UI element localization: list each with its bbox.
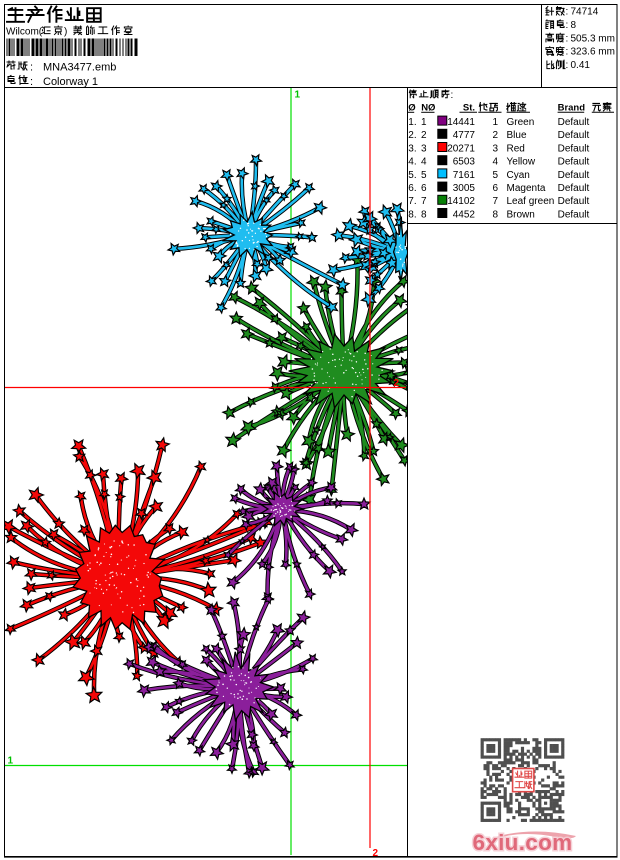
- svg-text:1: 1: [492, 117, 498, 128]
- svg-text:4: 4: [492, 157, 498, 168]
- svg-text:2.: 2.: [408, 130, 416, 141]
- svg-text:Magenta: Magenta: [507, 183, 546, 194]
- svg-text:1: 1: [295, 90, 301, 101]
- svg-text:7: 7: [421, 196, 427, 207]
- svg-text::: :: [566, 33, 569, 44]
- svg-text:5: 5: [492, 170, 498, 181]
- svg-text:Ø: Ø: [408, 103, 415, 114]
- svg-text:Default: Default: [558, 196, 590, 207]
- svg-text:Brown: Brown: [507, 209, 535, 220]
- svg-text:Blue: Blue: [507, 130, 527, 141]
- svg-text:20271: 20271: [447, 143, 475, 154]
- svg-text:Green: Green: [507, 117, 535, 128]
- svg-text:6xiu.com: 6xiu.com: [473, 830, 573, 855]
- svg-text:Default: Default: [558, 209, 590, 220]
- svg-text:Default: Default: [558, 157, 590, 168]
- svg-text:4: 4: [421, 157, 427, 168]
- svg-text:14441: 14441: [447, 117, 475, 128]
- svg-text:8: 8: [421, 209, 427, 220]
- svg-text:Leaf green: Leaf green: [507, 196, 555, 207]
- svg-text:3.: 3.: [408, 143, 416, 154]
- svg-text::: :: [566, 47, 569, 58]
- svg-text:8: 8: [571, 20, 577, 31]
- svg-text:Default: Default: [558, 143, 590, 154]
- svg-text:NØ: NØ: [421, 103, 435, 114]
- svg-text:505.3 mm: 505.3 mm: [571, 33, 615, 44]
- svg-text:8.: 8.: [408, 209, 416, 220]
- svg-text:1: 1: [8, 756, 14, 767]
- svg-text:323.6 mm: 323.6 mm: [571, 47, 615, 58]
- svg-text:2: 2: [394, 378, 400, 389]
- svg-text:St.: St.: [463, 103, 475, 114]
- svg-text:MNA3477.emb: MNA3477.emb: [43, 62, 116, 74]
- svg-text:2: 2: [492, 130, 498, 141]
- svg-text:1: 1: [421, 117, 427, 128]
- svg-text:6.: 6.: [408, 183, 416, 194]
- svg-text:2: 2: [373, 848, 379, 859]
- svg-text:6: 6: [492, 183, 498, 194]
- svg-text::: :: [566, 7, 569, 18]
- svg-text:0.41: 0.41: [571, 60, 591, 71]
- svg-text:6: 6: [421, 183, 427, 194]
- svg-text:3005: 3005: [453, 183, 476, 194]
- svg-text:Cyan: Cyan: [507, 170, 530, 181]
- svg-text:74714: 74714: [571, 7, 599, 18]
- svg-text::: :: [451, 90, 454, 101]
- svg-text:2: 2: [421, 130, 427, 141]
- svg-text:7.: 7.: [408, 196, 416, 207]
- svg-text::: :: [566, 60, 569, 71]
- svg-text:4777: 4777: [453, 130, 476, 141]
- svg-text:7161: 7161: [453, 170, 476, 181]
- svg-text:14102: 14102: [447, 196, 475, 207]
- svg-text:Default: Default: [558, 170, 590, 181]
- svg-text:Red: Red: [507, 143, 525, 154]
- svg-text:1.: 1.: [408, 117, 416, 128]
- svg-text:4.: 4.: [408, 157, 416, 168]
- svg-text:Yellow: Yellow: [507, 157, 536, 168]
- svg-text:Default: Default: [558, 130, 590, 141]
- svg-text:5.: 5.: [408, 170, 416, 181]
- svg-text:Brand: Brand: [558, 103, 586, 114]
- svg-text:Colorway 1: Colorway 1: [43, 76, 98, 88]
- svg-text:Default: Default: [558, 183, 590, 194]
- svg-text:3: 3: [492, 143, 498, 154]
- svg-text::: :: [30, 62, 33, 74]
- svg-text:6xiu.com: 6xiu.com: [473, 830, 573, 855]
- svg-text:8: 8: [492, 209, 498, 220]
- svg-text:7: 7: [492, 196, 498, 207]
- svg-text:3: 3: [421, 143, 427, 154]
- svg-text:6503: 6503: [453, 157, 476, 168]
- svg-text::: :: [30, 76, 33, 88]
- svg-text::: :: [566, 20, 569, 31]
- svg-text:4452: 4452: [453, 209, 476, 220]
- svg-text:Default: Default: [558, 117, 590, 128]
- svg-text:): ): [64, 27, 67, 38]
- svg-text:5: 5: [421, 170, 427, 181]
- svg-text:Wilcom(: Wilcom(: [6, 27, 43, 38]
